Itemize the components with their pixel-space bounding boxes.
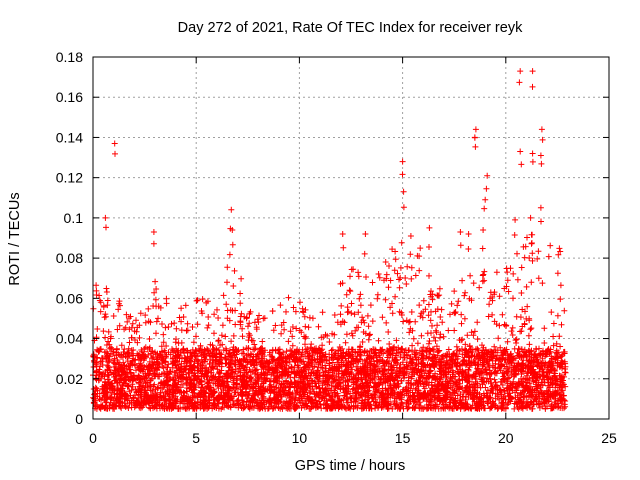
y-axis-ticks: 0 0.02 0.04 0.06 0.08 0.1 0.12 0.14 0.16 0.18	[56, 49, 609, 427]
roti-points	[90, 68, 569, 412]
x-tick-label: 15	[395, 430, 411, 446]
data-points	[90, 68, 569, 412]
y-tick-label: 0.06	[56, 290, 83, 306]
plot-frame	[92, 56, 610, 420]
y-tick-label: 0.08	[56, 250, 83, 266]
y-tick-label: 0.1	[64, 210, 84, 226]
x-axis-label: GPS time / hours	[295, 458, 405, 474]
x-tick-label: 25	[601, 430, 617, 446]
y-tick-label: 0.18	[56, 49, 83, 65]
x-tick-label: 0	[89, 430, 97, 446]
x-tick-label: 10	[292, 430, 308, 446]
y-axis-label: ROTI / TECUs	[7, 192, 23, 285]
y-tick-label: 0	[75, 411, 83, 427]
x-axis-ticks: 0 5 10 15 20 25	[89, 57, 617, 446]
y-tick-label: 0.02	[56, 371, 83, 387]
x-tick-label: 5	[192, 430, 200, 446]
plot-border	[92, 56, 610, 420]
y-tick-label: 0.04	[56, 331, 83, 347]
x-tick-label: 20	[498, 430, 514, 446]
y-tick-label: 0.16	[56, 89, 83, 105]
y-tick-label: 0.12	[56, 170, 83, 186]
y-tick-label: 0.14	[56, 129, 83, 145]
chart-title: Day 272 of 2021, Rate Of TEC Index for r…	[178, 20, 523, 36]
